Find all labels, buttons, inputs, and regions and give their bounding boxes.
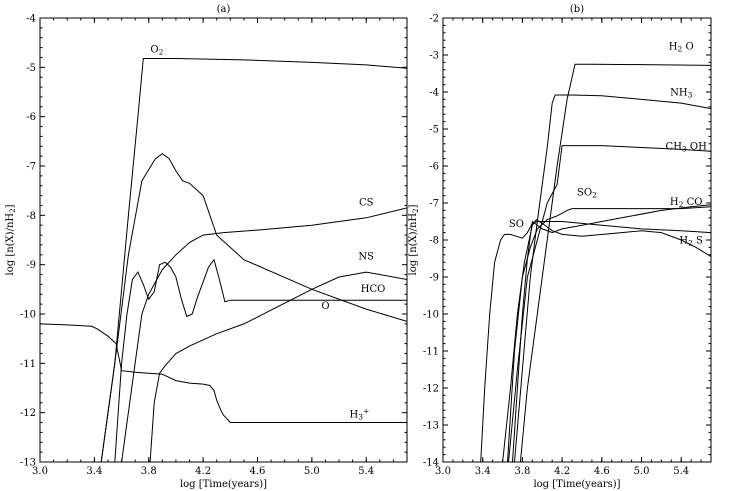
curves-a [40, 58, 407, 462]
y-tick-label: -10 [423, 310, 439, 321]
series-line-so [480, 221, 711, 462]
y-tick-label: -9 [26, 260, 36, 271]
y-tick-label: -7 [429, 199, 439, 210]
y-axis-label-a: log [n(X)/nH2] [5, 204, 17, 275]
panel-title-a: (a) [217, 4, 231, 15]
y-tick-label: -13 [423, 421, 439, 432]
y-tick-label: -6 [26, 112, 36, 123]
y-tick-label: -11 [423, 347, 439, 358]
x-tick-label: 5.4 [673, 466, 689, 477]
x-axis-label-a: log [Time(years)] [180, 479, 267, 490]
series-line-nh3 [514, 94, 711, 462]
plot-frame-b [442, 17, 712, 463]
x-tick-label: 5.0 [634, 466, 650, 477]
x-tick-label: 3.0 [32, 466, 48, 477]
series-line-ns [100, 153, 407, 462]
y-tick-label: -9 [429, 273, 439, 284]
x-tick-label: 5.4 [358, 466, 374, 477]
series-label-o: O [321, 301, 329, 312]
y-tick-label: -4 [429, 88, 439, 99]
series-line-o [114, 258, 407, 462]
series-label-so: SO [509, 219, 524, 230]
y-tick-label: -7 [26, 162, 36, 173]
series-label-o2: O2 [150, 45, 163, 57]
series-label-ns: NS [358, 252, 374, 263]
y-tick-label: -5 [26, 63, 36, 74]
series-line-h2-o [519, 63, 711, 462]
x-tick-label: 4.2 [554, 466, 570, 477]
x-axis-label-b: log [Time(years)] [533, 479, 620, 490]
x-tick-label: 3.4 [475, 466, 491, 477]
series-label-hco: HCO [361, 284, 386, 295]
series-line-h2-s [502, 219, 711, 462]
y-tick-label: -8 [429, 236, 439, 247]
y-axis-label-b: log [n(X)/nH2] [408, 204, 420, 275]
x-tick-label: 3.4 [86, 466, 102, 477]
plot-frame-a [39, 17, 408, 463]
panel-title-b: (b) [570, 4, 584, 15]
x-tick-label: 4.6 [594, 466, 610, 477]
x-tick-label: 4.6 [250, 466, 266, 477]
series-label-h2-s: H2 S [679, 236, 703, 248]
y-tick-label: -11 [20, 359, 36, 370]
series-label-so2: SO2 [577, 188, 597, 200]
series-line-cs [121, 207, 407, 462]
x-tick-label: 4.2 [195, 466, 211, 477]
y-tick-label: -8 [26, 211, 36, 222]
series-label-ch3-oh: CH3 OH [666, 141, 708, 153]
y-tick-label: -5 [429, 125, 439, 136]
curves-b [480, 63, 711, 462]
x-tick-label: 3.8 [141, 466, 157, 477]
series-label-cs: CS [359, 197, 374, 208]
y-tick-label: -13 [20, 458, 36, 469]
panel-b: (b) 3.0 3.4 3.8 4.2 4.6 5.0 5.4 -2 -3 -4 -5 -6 -7 -8 -9… [408, 4, 712, 490]
series-line-h3plus [40, 323, 407, 423]
y-tick-label: -3 [429, 51, 439, 62]
x-tick-label: 5.0 [304, 466, 320, 477]
panel-a: (a) 3.0 3.4 3.8 4.2 4.6 5.0 5.4 -4 -5 -6 -7 -8 -9 -10 -… [5, 4, 408, 490]
y-tick-label: -6 [429, 162, 439, 173]
series-label-h2-o: H2 O [669, 41, 694, 53]
y-tick-label: -14 [423, 458, 439, 469]
series-line-o2 [100, 58, 407, 462]
series-line-hco [149, 271, 407, 462]
y-tick-label: -2 [429, 14, 439, 25]
x-tick-label: 3.0 [435, 466, 451, 477]
series-label-nh3: NH3 [670, 88, 692, 100]
series-label-h3plus: H3+ [350, 407, 370, 422]
series-line-ch3-oh [508, 145, 711, 462]
y-tick-label: -12 [20, 408, 36, 419]
series-line-h2-co [512, 204, 711, 462]
x-tick-label: 3.8 [514, 466, 530, 477]
y-tick-label: -12 [423, 384, 439, 395]
series-label-h2-co: H2 CO [670, 197, 703, 209]
y-tick-label: -10 [20, 310, 36, 321]
y-tick-label: -4 [26, 14, 36, 25]
